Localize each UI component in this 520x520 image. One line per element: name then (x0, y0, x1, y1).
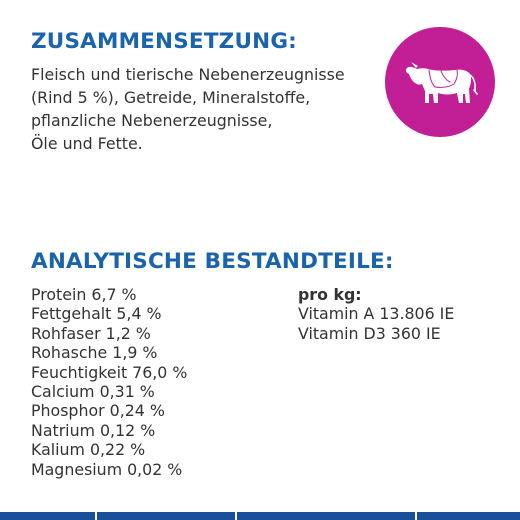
nutrient-item: Fettgehalt 5,4 % (31, 304, 162, 324)
analysis-heading: ANALYTISCHE BESTANDTEILE: (31, 249, 394, 274)
composition-line: pflanzliche Nebenerzeugnisse, (31, 111, 273, 130)
vitamin-item: Vitamin D3 360 IE (298, 323, 441, 343)
vitamin-list: pro kg: Vitamin A 13.806 IE Vitamin D3 3… (298, 285, 454, 343)
vitamin-item: Vitamin A 13.806 IE (298, 304, 455, 324)
nutrient-item: Feuchtigkeit 76,0 % (31, 362, 188, 382)
nutrient-item: Rohasche 1,9 % (31, 343, 158, 363)
beef-badge (385, 27, 495, 137)
nutrient-item: Natrium 0,12 % (31, 420, 156, 440)
bar-divider (415, 512, 417, 520)
nutrient-list: Protein 6,7 % Fettgehalt 5,4 % Rohfaser … (31, 285, 187, 479)
nutrient-item: Rohfaser 1,2 % (31, 323, 151, 343)
composition-text: Fleisch und tierische Nebenerzeugnisse (… (31, 63, 401, 155)
composition-heading: ZUSAMMENSETZUNG: (31, 29, 297, 54)
nutrient-item: Kalium 0,22 % (31, 440, 146, 460)
composition-line: Öle und Fette. (31, 134, 143, 153)
composition-line: Fleisch und tierische Nebenerzeugnisse (31, 65, 345, 84)
bar-divider (235, 512, 237, 520)
bar-divider (95, 512, 97, 520)
per-kg-label: pro kg: (298, 285, 362, 304)
composition-line: (Rind 5 %), Getreide, Mineralstoffe, (31, 88, 311, 107)
nutrient-item: Magnesium 0,02 % (31, 459, 183, 479)
nutrient-item: Phosphor 0,24 % (31, 401, 165, 421)
cow-icon (405, 62, 478, 103)
nutrient-item: Protein 6,7 % (31, 285, 137, 304)
nutrient-item: Calcium 0,31 % (31, 382, 155, 402)
bottom-bar (0, 512, 520, 520)
